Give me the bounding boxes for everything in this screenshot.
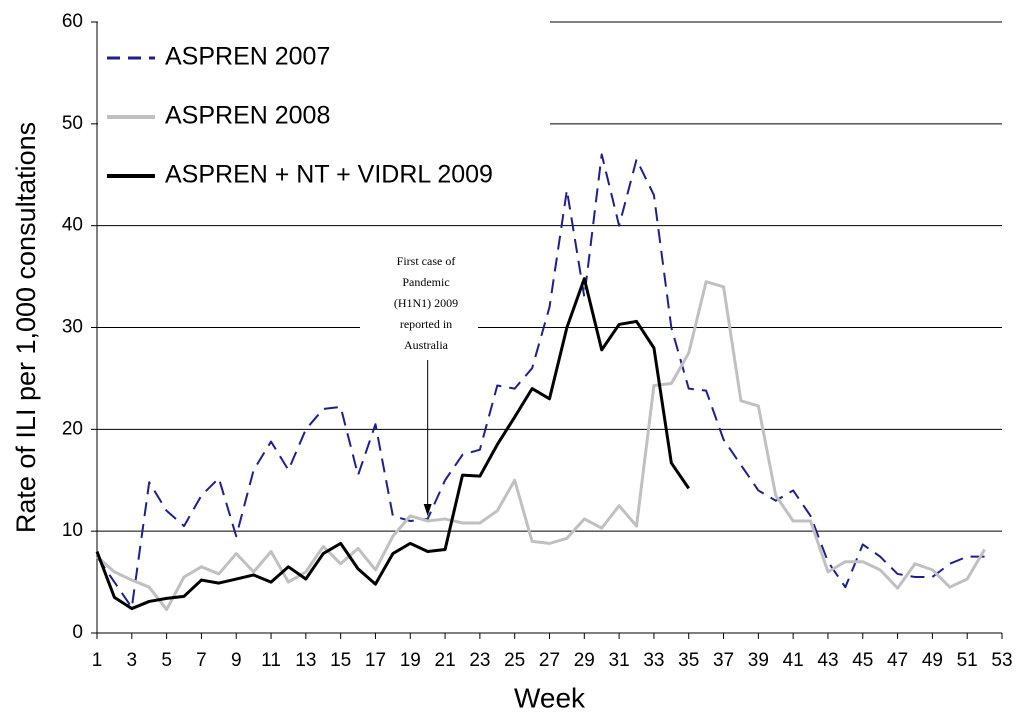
y-tick-label: 40 xyxy=(62,215,83,236)
x-tick-label: 51 xyxy=(957,650,978,671)
legend-background xyxy=(98,16,550,194)
x-tick-label: 53 xyxy=(991,650,1012,671)
x-tick-label: 9 xyxy=(231,650,242,671)
y-axis-title: Rate of ILI per 1,000 consultations xyxy=(11,122,41,533)
x-tick-label: 5 xyxy=(161,650,172,671)
series-line xyxy=(96,280,986,612)
x-tick-label: 7 xyxy=(196,650,207,671)
x-tick-label: 15 xyxy=(330,650,351,671)
y-tick-label: 30 xyxy=(62,317,83,338)
x-tick-label: 31 xyxy=(609,650,630,671)
y-tick-label: 0 xyxy=(72,622,83,643)
x-tick-label: 19 xyxy=(400,650,421,671)
x-tick-label: 35 xyxy=(678,650,699,671)
y-tick-label: 10 xyxy=(62,520,83,541)
series-line xyxy=(96,153,985,609)
annotation-background xyxy=(360,250,478,354)
series-line xyxy=(95,277,690,611)
x-tick-label: 41 xyxy=(783,650,804,671)
x-tick-label: 33 xyxy=(643,650,664,671)
x-tick-label: 1 xyxy=(92,650,103,671)
x-tick-label: 13 xyxy=(295,650,316,671)
x-tick-label: 47 xyxy=(887,650,908,671)
x-tick-label: 23 xyxy=(469,650,490,671)
x-tick-label: 21 xyxy=(435,650,456,671)
legend-label: ASPREN 2007 xyxy=(165,43,330,71)
x-axis-title: Week xyxy=(514,682,586,713)
y-tick-label: 60 xyxy=(62,11,83,32)
annotation-arrowhead xyxy=(423,504,432,516)
annotation-text: (H1N1) 2009 xyxy=(394,296,458,310)
x-tick-label: 49 xyxy=(922,650,943,671)
legend-label: ASPREN 2008 xyxy=(165,102,330,130)
x-tick-label: 43 xyxy=(817,650,838,671)
x-tick-label: 29 xyxy=(574,650,595,671)
annotation-text: Pandemic xyxy=(402,275,449,289)
y-tick-label: 20 xyxy=(62,418,83,439)
x-tick-label: 37 xyxy=(713,650,734,671)
annotation-text: First case of xyxy=(397,254,456,268)
annotation-text: Australia xyxy=(404,338,449,352)
x-tick-label: 39 xyxy=(748,650,769,671)
x-tick-label: 27 xyxy=(539,650,560,671)
x-tick-label: 11 xyxy=(261,650,281,671)
legend-label: ASPREN + NT + VIDRL 2009 xyxy=(165,161,493,189)
x-tick-label: 45 xyxy=(852,650,873,671)
x-tick-label: 25 xyxy=(504,650,525,671)
annotation-text: reported in xyxy=(400,317,452,331)
x-tick-label: 3 xyxy=(127,650,138,671)
y-tick-label: 50 xyxy=(62,113,83,134)
x-tick-label: 17 xyxy=(365,650,386,671)
